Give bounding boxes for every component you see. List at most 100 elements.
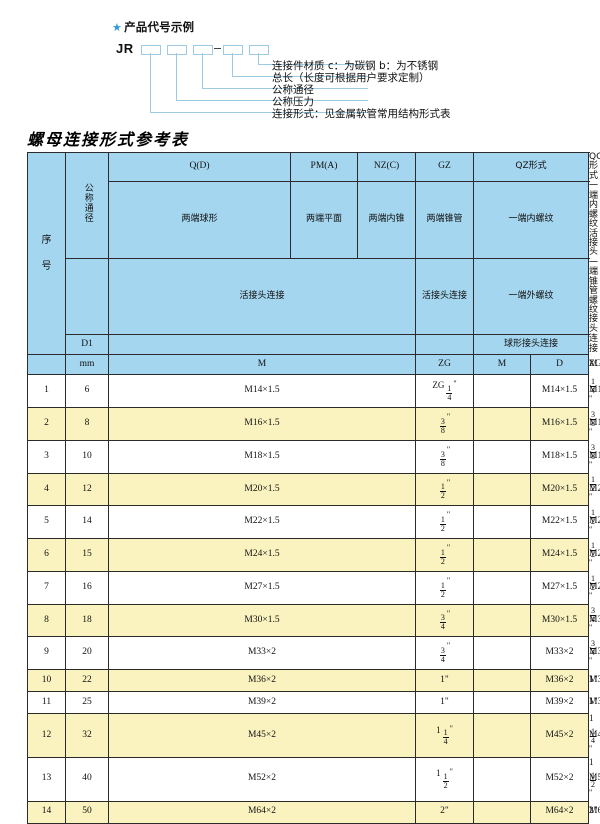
cell-dn: 8 <box>65 407 109 441</box>
leader-line-1-h <box>258 64 368 65</box>
cell-gz: 3 8 " <box>415 407 474 441</box>
cell-qz-d: M22×1.5 <box>530 505 589 540</box>
header-unit-qz-M: M <box>473 354 531 376</box>
cell-qz-d: M14×1.5 <box>530 374 589 409</box>
cell-dn: 12 <box>65 472 109 507</box>
cell-thread-M: M22×1.5 <box>108 505 416 540</box>
header-mm-label: mm <box>65 354 109 376</box>
cell-gz: 2" <box>415 800 474 824</box>
cell-qz-m <box>473 407 531 441</box>
cell-index: 11 <box>27 691 66 715</box>
header-blank-gz <box>415 334 474 356</box>
cell-thread-M: M27×1.5 <box>108 570 416 605</box>
code-note-connection: 连接形式：见金属软管常用结构形式表 <box>272 108 451 120</box>
cell-qz-d: M36×2 <box>530 669 589 693</box>
cell-thread-M: M36×2 <box>108 669 416 693</box>
cell-qz-d: M64×2 <box>530 800 589 824</box>
leader-line-2-v <box>232 53 233 76</box>
code-prefix-jr: JR <box>116 41 134 56</box>
code-dash <box>214 48 221 49</box>
cell-dn: 50 <box>65 800 109 824</box>
leader-line-4-v <box>176 53 177 100</box>
cell-gz: 3 4 " <box>415 603 474 638</box>
header-group-QD: Q(D) <box>108 151 291 183</box>
leader-line-3-h <box>202 88 368 89</box>
cell-index: 8 <box>27 603 66 638</box>
product-code-title-text: 产品代号示例 <box>124 20 195 34</box>
cell-qz-d: M24×1.5 <box>530 538 589 572</box>
cell-qz-d: M45×2 <box>530 713 589 758</box>
leader-line-5-h <box>150 112 368 113</box>
code-note-material: 连接件材质 c：为碳钢 b：为不锈钢 <box>272 60 439 72</box>
cell-qz-m <box>473 505 531 540</box>
cell-dn: 20 <box>65 636 109 671</box>
header-unit-qz-D: D <box>530 354 589 376</box>
cell-qz-m <box>473 713 531 758</box>
cell-gz: 1 2 " <box>415 570 474 605</box>
cell-qz-m <box>473 800 531 824</box>
cell-dn: 15 <box>65 538 109 572</box>
header-row-units: mm M ZG M D M ZG <box>27 354 600 376</box>
cell-dn: 18 <box>65 603 109 638</box>
cell-qz-d: M18×1.5 <box>530 439 589 474</box>
cell-qz-m <box>473 570 531 605</box>
code-box-2 <box>167 45 187 55</box>
product-code-diagram: ★ 产品代号示例 JR 连接件材质 c：为碳钢 b：为不锈钢 总长（长度可根据用户… <box>0 0 600 128</box>
cell-index: 12 <box>27 713 66 758</box>
code-note-length: 总长（长度可根据用户要求定制） <box>272 72 430 84</box>
cell-index: 6 <box>27 538 66 572</box>
cell-dn: 32 <box>65 713 109 758</box>
cell-index: 14 <box>27 800 66 824</box>
cell-qz-d: M27×1.5 <box>530 570 589 605</box>
cell-dn: 22 <box>65 669 109 693</box>
cell-qz-d: M33×2 <box>530 636 589 671</box>
cell-qz-m <box>473 603 531 638</box>
star-icon: ★ <box>112 21 123 34</box>
header-connect-qz: 球形接头连接 <box>473 334 589 356</box>
code-box-5 <box>249 45 269 55</box>
header-desc2-QZ: 一端外螺纹 <box>473 257 589 336</box>
header-connect-gz: 活接头连接 <box>415 257 474 336</box>
header-group-QZ: QZ形式 <box>473 151 589 183</box>
cell-thread-M: M45×2 <box>108 713 416 758</box>
cell-dn: 10 <box>65 439 109 474</box>
cell-gz: 3 8 " <box>415 439 474 474</box>
cell-index: 1 <box>27 374 66 409</box>
cell-qz-m <box>473 439 531 474</box>
header-index-label: 序号 <box>41 234 52 272</box>
cell-dn: 40 <box>65 756 109 802</box>
cell-gz: 1 1 2 " <box>415 756 474 802</box>
cell-qz-d: M30×1.5 <box>530 603 589 638</box>
cell-gz: 1 1 4 " <box>415 713 474 758</box>
cell-qz-m <box>473 374 531 409</box>
header-group-NZC: NZ(C) <box>357 151 416 183</box>
code-note-pressure: 公称压力 <box>272 96 314 108</box>
cell-index: 2 <box>27 407 66 441</box>
leader-line-5-v <box>150 53 151 112</box>
cell-gz: 1 2 " <box>415 538 474 572</box>
cell-thread-M: M39×2 <box>108 691 416 715</box>
header-d1-label: D1 <box>65 334 109 356</box>
nut-connection-reference-table: 序号 公称通径 Q(D) PM(A) NZ(C) GZ QZ形式 QG形式 两端… <box>27 151 600 824</box>
cell-dn: 25 <box>65 691 109 715</box>
cell-dn: 16 <box>65 570 109 605</box>
cell-thread-M: M33×2 <box>108 636 416 671</box>
code-box-1 <box>141 45 161 55</box>
cell-index: 10 <box>27 669 66 693</box>
header-row-d1: D1 球形接头连接 连接 <box>28 334 598 356</box>
cell-qz-m <box>473 691 531 715</box>
code-box-4 <box>223 45 243 55</box>
cell-thread-M: M14×1.5 <box>108 374 416 409</box>
cell-index: 4 <box>27 472 66 507</box>
cell-qz-m <box>473 538 531 572</box>
leader-line-2-h <box>232 76 368 77</box>
code-box-3 <box>193 45 213 55</box>
